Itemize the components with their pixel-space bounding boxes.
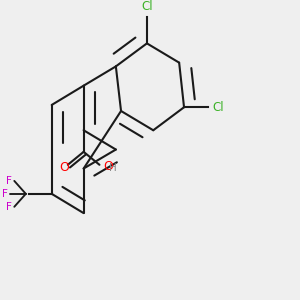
Text: F: F — [2, 189, 8, 199]
Text: Cl: Cl — [141, 0, 153, 13]
Text: H: H — [109, 163, 116, 173]
Text: O: O — [59, 160, 69, 174]
Text: O: O — [103, 160, 113, 173]
Text: F: F — [6, 176, 12, 186]
Text: F: F — [6, 202, 12, 212]
Text: Cl: Cl — [212, 101, 224, 114]
